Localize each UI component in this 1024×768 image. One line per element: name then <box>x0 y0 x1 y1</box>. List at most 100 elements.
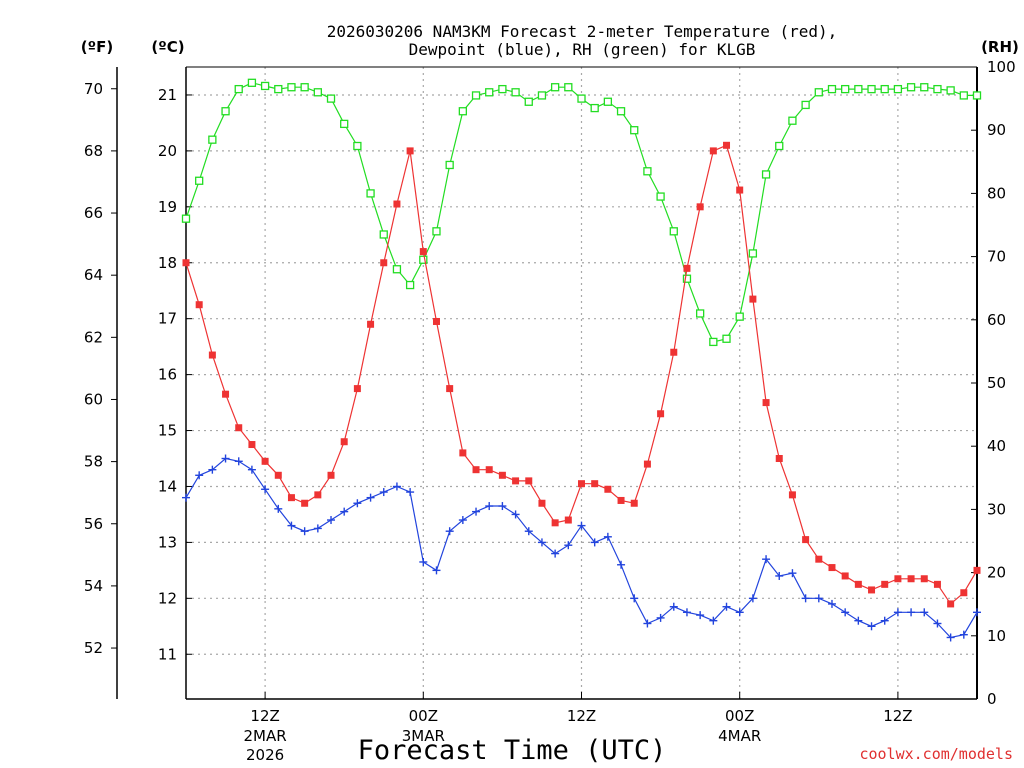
rh-tick-label: 100 <box>987 58 1016 76</box>
dewpoint-point <box>327 516 336 525</box>
dewpoint-point <box>511 510 520 519</box>
rh-tick-label: 0 <box>987 690 997 708</box>
rh-tick-label: 50 <box>987 374 1006 392</box>
temperature-point <box>472 466 480 474</box>
temperature-point <box>340 438 348 446</box>
x-date-label: 3MAR <box>402 727 445 745</box>
dewpoint-point <box>867 622 876 631</box>
temperature-point <box>736 186 744 194</box>
temperature-point <box>630 499 638 507</box>
dewpoint-point <box>893 608 902 617</box>
dewpoint-point <box>472 507 481 516</box>
dewpoint-point <box>827 599 836 608</box>
dewpoint-point <box>551 549 560 558</box>
dewpoint-point <box>775 571 784 580</box>
fahrenheit-unit-label: (ºF) <box>81 38 113 56</box>
rh-point <box>260 81 270 91</box>
temperature-point <box>907 575 915 583</box>
fahrenheit-tick-label: 60 <box>84 390 103 408</box>
temperature-point <box>881 580 889 588</box>
dewpoint-point <box>313 524 322 533</box>
rh-point <box>814 88 823 97</box>
rh-tick-label: 20 <box>987 564 1006 582</box>
dewpoint-point <box>854 616 863 625</box>
temperature-point <box>235 424 243 432</box>
rh-tick-label: 70 <box>987 248 1006 266</box>
fahrenheit-tick-label: 62 <box>84 328 103 346</box>
temperature-point <box>920 575 928 583</box>
temperature-point <box>973 566 981 574</box>
dewpoint-point <box>247 465 256 474</box>
temperature-point <box>696 203 704 211</box>
dewpoint-point <box>603 532 612 541</box>
rh-point <box>274 84 283 94</box>
rh-point <box>735 312 744 321</box>
rh-point <box>709 337 718 347</box>
temperature-point <box>894 575 902 583</box>
temperature-point <box>854 580 862 588</box>
temperature-point <box>459 449 467 457</box>
x-year-label: 2026 <box>246 746 284 764</box>
temperature-point <box>380 259 388 267</box>
temperature-point <box>657 410 665 418</box>
rh-point <box>880 84 889 94</box>
temperature-point <box>287 494 295 502</box>
temperature-point <box>208 351 216 359</box>
temperature-point <box>222 390 230 398</box>
rh-tick-label: 80 <box>987 184 1006 202</box>
temperature-point <box>406 147 414 155</box>
rh-point <box>748 249 758 258</box>
rh-point <box>247 78 257 87</box>
temperature-point <box>538 499 546 507</box>
temperature-point <box>301 499 309 507</box>
rh-tick-label: 90 <box>987 121 1006 139</box>
rh-point <box>419 255 428 264</box>
rh-point <box>656 192 665 201</box>
rh-point <box>564 83 573 92</box>
dewpoint-point <box>973 608 981 617</box>
rh-point <box>392 265 402 274</box>
rh-point <box>775 141 784 151</box>
rh-point <box>353 141 362 151</box>
rh-point <box>682 274 692 283</box>
dewpoint-point <box>933 619 942 628</box>
rh-point <box>669 227 678 236</box>
temperature-point <box>960 589 968 597</box>
dewpoint-point <box>406 488 415 497</box>
dewpoint-point <box>617 560 626 569</box>
rh-point <box>208 135 217 144</box>
temperature-point <box>749 295 757 303</box>
credit-text: coolwx.com/models <box>859 745 1013 763</box>
temperature-point <box>709 147 717 155</box>
rh-tick-label: 30 <box>987 500 1006 518</box>
celsius-tick-label: 11 <box>158 645 177 663</box>
x-date-label: 4MAR <box>718 727 761 745</box>
rh-point <box>920 83 929 92</box>
temperature-point <box>683 264 691 272</box>
dewpoint-point <box>643 619 652 628</box>
temperature-point <box>248 441 256 449</box>
celsius-tick-label: 16 <box>158 366 177 384</box>
dewpoint-point <box>300 527 309 536</box>
rh-point <box>537 91 547 100</box>
rh-unit-label: (RH) <box>981 38 1019 56</box>
dewpoint-point <box>195 471 204 480</box>
chart-subtitle: Dewpoint (blue), RH (green) for KLGB <box>409 40 756 59</box>
rh-point <box>590 103 599 113</box>
temperature-point <box>868 586 876 594</box>
dewpoint-point <box>524 527 533 536</box>
temperature-point <box>525 477 533 485</box>
rh-point <box>524 97 533 106</box>
rh-point <box>788 116 797 125</box>
fahrenheit-tick-label: 52 <box>84 639 103 657</box>
dewpoint-series <box>182 454 981 642</box>
dewpoint-point <box>261 485 270 494</box>
celsius-tick-label: 21 <box>158 86 177 104</box>
rh-point <box>827 84 837 94</box>
dewpoint-point <box>564 541 573 550</box>
rh-point <box>854 84 863 94</box>
dewpoint-point <box>458 516 467 525</box>
rh-point <box>287 83 296 92</box>
rh-point <box>577 94 586 103</box>
